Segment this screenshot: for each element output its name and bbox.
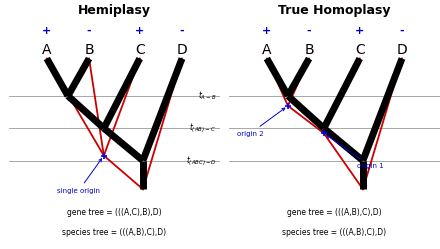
Text: $t_{\mathregular{(ABC)-D}}$: $t_{\mathregular{(ABC)-D}}$ bbox=[186, 154, 216, 168]
Text: origin 2: origin 2 bbox=[237, 108, 285, 137]
Text: $t_{\mathregular{(AB)-C}}$: $t_{\mathregular{(AB)-C}}$ bbox=[189, 121, 216, 135]
Text: gene tree = (((A,B),C),D): gene tree = (((A,B),C),D) bbox=[287, 208, 382, 217]
Text: +: + bbox=[42, 26, 51, 36]
Text: +: + bbox=[135, 26, 144, 36]
Text: species tree = (((A,B),C),D): species tree = (((A,B),C),D) bbox=[282, 228, 386, 237]
Text: single origin: single origin bbox=[57, 159, 102, 194]
Text: -: - bbox=[400, 26, 404, 36]
Text: gene tree = (((A,C),B),D): gene tree = (((A,C),B),D) bbox=[67, 208, 162, 217]
Text: D: D bbox=[176, 43, 187, 57]
Text: B: B bbox=[84, 43, 94, 57]
Text: +: + bbox=[355, 26, 364, 36]
Text: A: A bbox=[42, 43, 51, 57]
Text: $t_{\mathregular{A-B}}$: $t_{\mathregular{A-B}}$ bbox=[198, 90, 216, 102]
Text: B: B bbox=[304, 43, 314, 57]
Text: Hemiplasy: Hemiplasy bbox=[78, 4, 151, 17]
Text: origin 1: origin 1 bbox=[327, 135, 384, 169]
Text: True Homoplasy: True Homoplasy bbox=[278, 4, 391, 17]
Text: species tree = (((A,B),C),D): species tree = (((A,B),C),D) bbox=[62, 228, 166, 237]
Text: +: + bbox=[262, 26, 271, 36]
Text: C: C bbox=[355, 43, 365, 57]
Text: -: - bbox=[180, 26, 184, 36]
Text: C: C bbox=[135, 43, 145, 57]
Text: A: A bbox=[262, 43, 271, 57]
Text: -: - bbox=[87, 26, 92, 36]
Text: -: - bbox=[307, 26, 312, 36]
Text: D: D bbox=[396, 43, 407, 57]
